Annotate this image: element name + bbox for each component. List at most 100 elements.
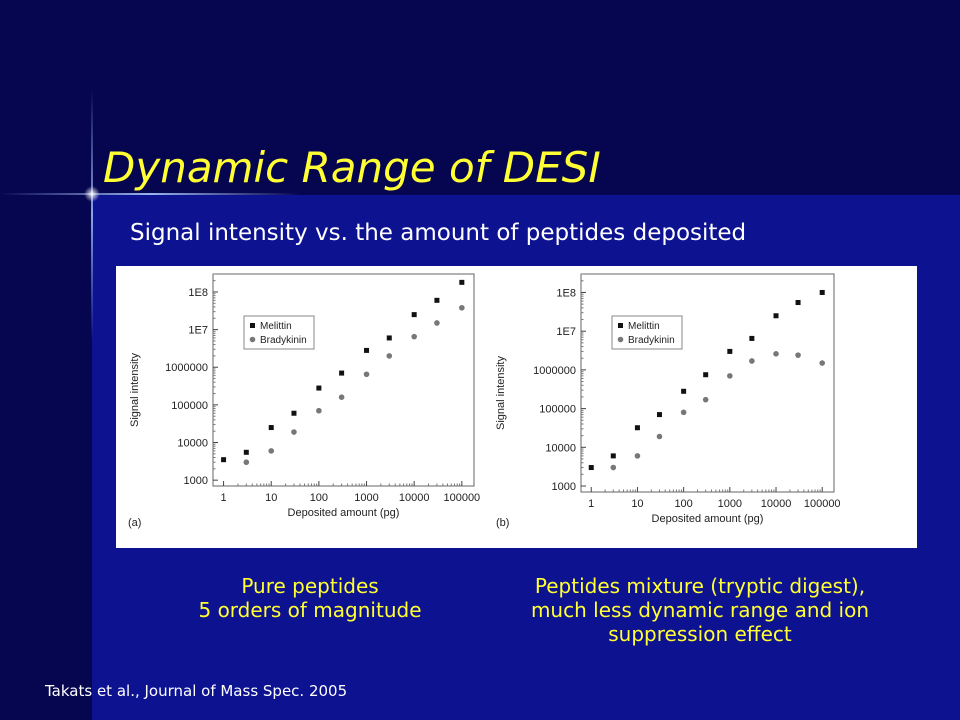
x-axis-label: Deposited amount (pg) xyxy=(652,513,764,525)
data-point xyxy=(459,304,465,311)
legend-label-melittin: Melittin xyxy=(260,321,292,332)
plot-frame xyxy=(212,273,475,487)
citation: Takats et al., Journal of Mass Spec. 200… xyxy=(45,682,348,700)
legend: Melittin Bradykinin xyxy=(611,315,683,350)
caption-right-line-3: suppression effect xyxy=(608,622,792,646)
x-tick-label: 10 xyxy=(265,492,277,504)
data-point xyxy=(588,465,594,471)
data-point xyxy=(243,449,249,455)
legend-marker-bradykinin xyxy=(249,336,256,343)
legend-marker-melittin xyxy=(250,323,255,328)
data-point xyxy=(243,459,250,466)
caption-left-line-1: Pure peptides xyxy=(241,574,379,598)
legend-label-bradykinin: Bradykinin xyxy=(260,335,307,346)
x-tick-label: 1000 xyxy=(354,492,378,504)
data-point xyxy=(316,385,322,391)
slide-subtitle: Signal intensity vs. the amount of pepti… xyxy=(130,220,747,246)
y-tick-label: 1000000 xyxy=(165,362,208,374)
y-tick-label: 1000000 xyxy=(533,365,576,377)
data-point xyxy=(268,425,274,431)
y-tick-label: 10000 xyxy=(177,438,208,450)
light-flare-horizontal xyxy=(0,193,300,195)
series-melittin xyxy=(221,279,465,463)
data-point xyxy=(339,370,345,376)
data-point xyxy=(727,348,733,354)
data-point xyxy=(795,300,801,306)
legend-label-bradykinin: Bradykinin xyxy=(628,335,675,346)
figure-svg: 1 10 100 1000 10000 100000 1000 10000 100000 1000… xyxy=(128,273,841,529)
panel-label: (a) xyxy=(128,517,141,529)
data-point xyxy=(702,396,709,403)
data-point xyxy=(610,464,617,471)
data-point xyxy=(680,409,687,416)
series-bradykinin xyxy=(243,304,465,466)
x-tick-label: 100000 xyxy=(804,498,841,510)
series-melittin xyxy=(588,289,825,471)
data-point xyxy=(338,394,345,401)
data-point xyxy=(773,351,779,357)
x-tick-label: 1 xyxy=(221,492,227,504)
y-tick-label: 1E7 xyxy=(556,326,576,338)
data-point xyxy=(459,279,465,285)
data-point xyxy=(773,313,779,319)
legend-marker-bradykinin xyxy=(617,336,624,343)
data-point xyxy=(386,353,393,359)
data-point xyxy=(749,358,755,364)
background-top-band xyxy=(0,0,960,195)
x-tick-label: 100 xyxy=(674,498,692,510)
panel-label: (b) xyxy=(496,517,509,529)
y-axis-label: Signal intensity xyxy=(495,356,507,430)
legend-marker-melittin xyxy=(618,323,623,328)
data-point xyxy=(656,433,663,440)
x-tick-label: 100000 xyxy=(443,492,480,504)
data-point xyxy=(610,453,616,459)
data-point xyxy=(819,289,825,295)
caption-peptide-mixture: Peptides mixture (tryptic digest), much … xyxy=(490,574,910,646)
y-tick-label: 100000 xyxy=(171,400,208,412)
chart-panel-2: 1 10 100 1000 10000 100000 1000 10000 100000 1000… xyxy=(495,273,841,529)
data-point xyxy=(268,448,275,454)
caption-left-line-2: 5 orders of magnitude xyxy=(198,598,422,622)
caption-right-line-1: Peptides mixture (tryptic digest), xyxy=(534,574,866,598)
data-point xyxy=(434,297,440,303)
legend-box xyxy=(243,315,315,350)
data-point xyxy=(386,335,392,341)
figure-panel: 1 10 100 1000 10000 100000 1000 10000 100000 1000… xyxy=(116,266,917,548)
y-axis-label: Signal intensity xyxy=(129,353,141,427)
data-point xyxy=(727,373,733,379)
light-flare-vertical xyxy=(91,90,93,340)
data-point xyxy=(434,320,440,326)
data-point xyxy=(819,360,826,366)
x-tick-label: 1 xyxy=(588,498,594,510)
data-point xyxy=(749,335,755,341)
data-point xyxy=(316,407,322,414)
x-tick-label: 10000 xyxy=(399,492,430,504)
x-tick-label: 10 xyxy=(631,498,643,510)
data-point xyxy=(221,457,227,463)
x-tick-label: 100 xyxy=(310,492,328,504)
data-point xyxy=(795,352,801,358)
data-point xyxy=(291,410,297,416)
light-flare-center xyxy=(84,186,100,202)
plot-frame xyxy=(580,273,835,493)
slide-title: Dynamic Range of DESI xyxy=(103,143,601,192)
y-tick-label: 1000 xyxy=(184,475,208,487)
caption-pure-peptides: Pure peptides 5 orders of magnitude xyxy=(150,574,470,622)
y-tick-label: 10000 xyxy=(545,442,576,454)
background-left-band xyxy=(0,195,92,720)
legend-label-melittin: Melittin xyxy=(628,321,660,332)
caption-right-line-2: much less dynamic range and ion xyxy=(530,598,870,622)
data-point xyxy=(703,372,709,378)
data-point xyxy=(363,371,370,378)
data-point xyxy=(291,429,297,435)
data-point xyxy=(656,412,662,418)
x-axis-label: Deposited amount (pg) xyxy=(288,507,400,519)
legend: Melittin Bradykinin xyxy=(243,315,315,350)
data-point xyxy=(411,312,417,318)
y-tick-label: 1E8 xyxy=(188,287,208,299)
y-tick-label: 1000 xyxy=(552,481,576,493)
legend-box xyxy=(611,315,683,350)
x-tick-label: 10000 xyxy=(761,498,792,510)
y-tick-label: 1E8 xyxy=(556,287,576,299)
chart-panel-1: 1 10 100 1000 10000 100000 1000 10000 100000 1000… xyxy=(128,273,480,529)
